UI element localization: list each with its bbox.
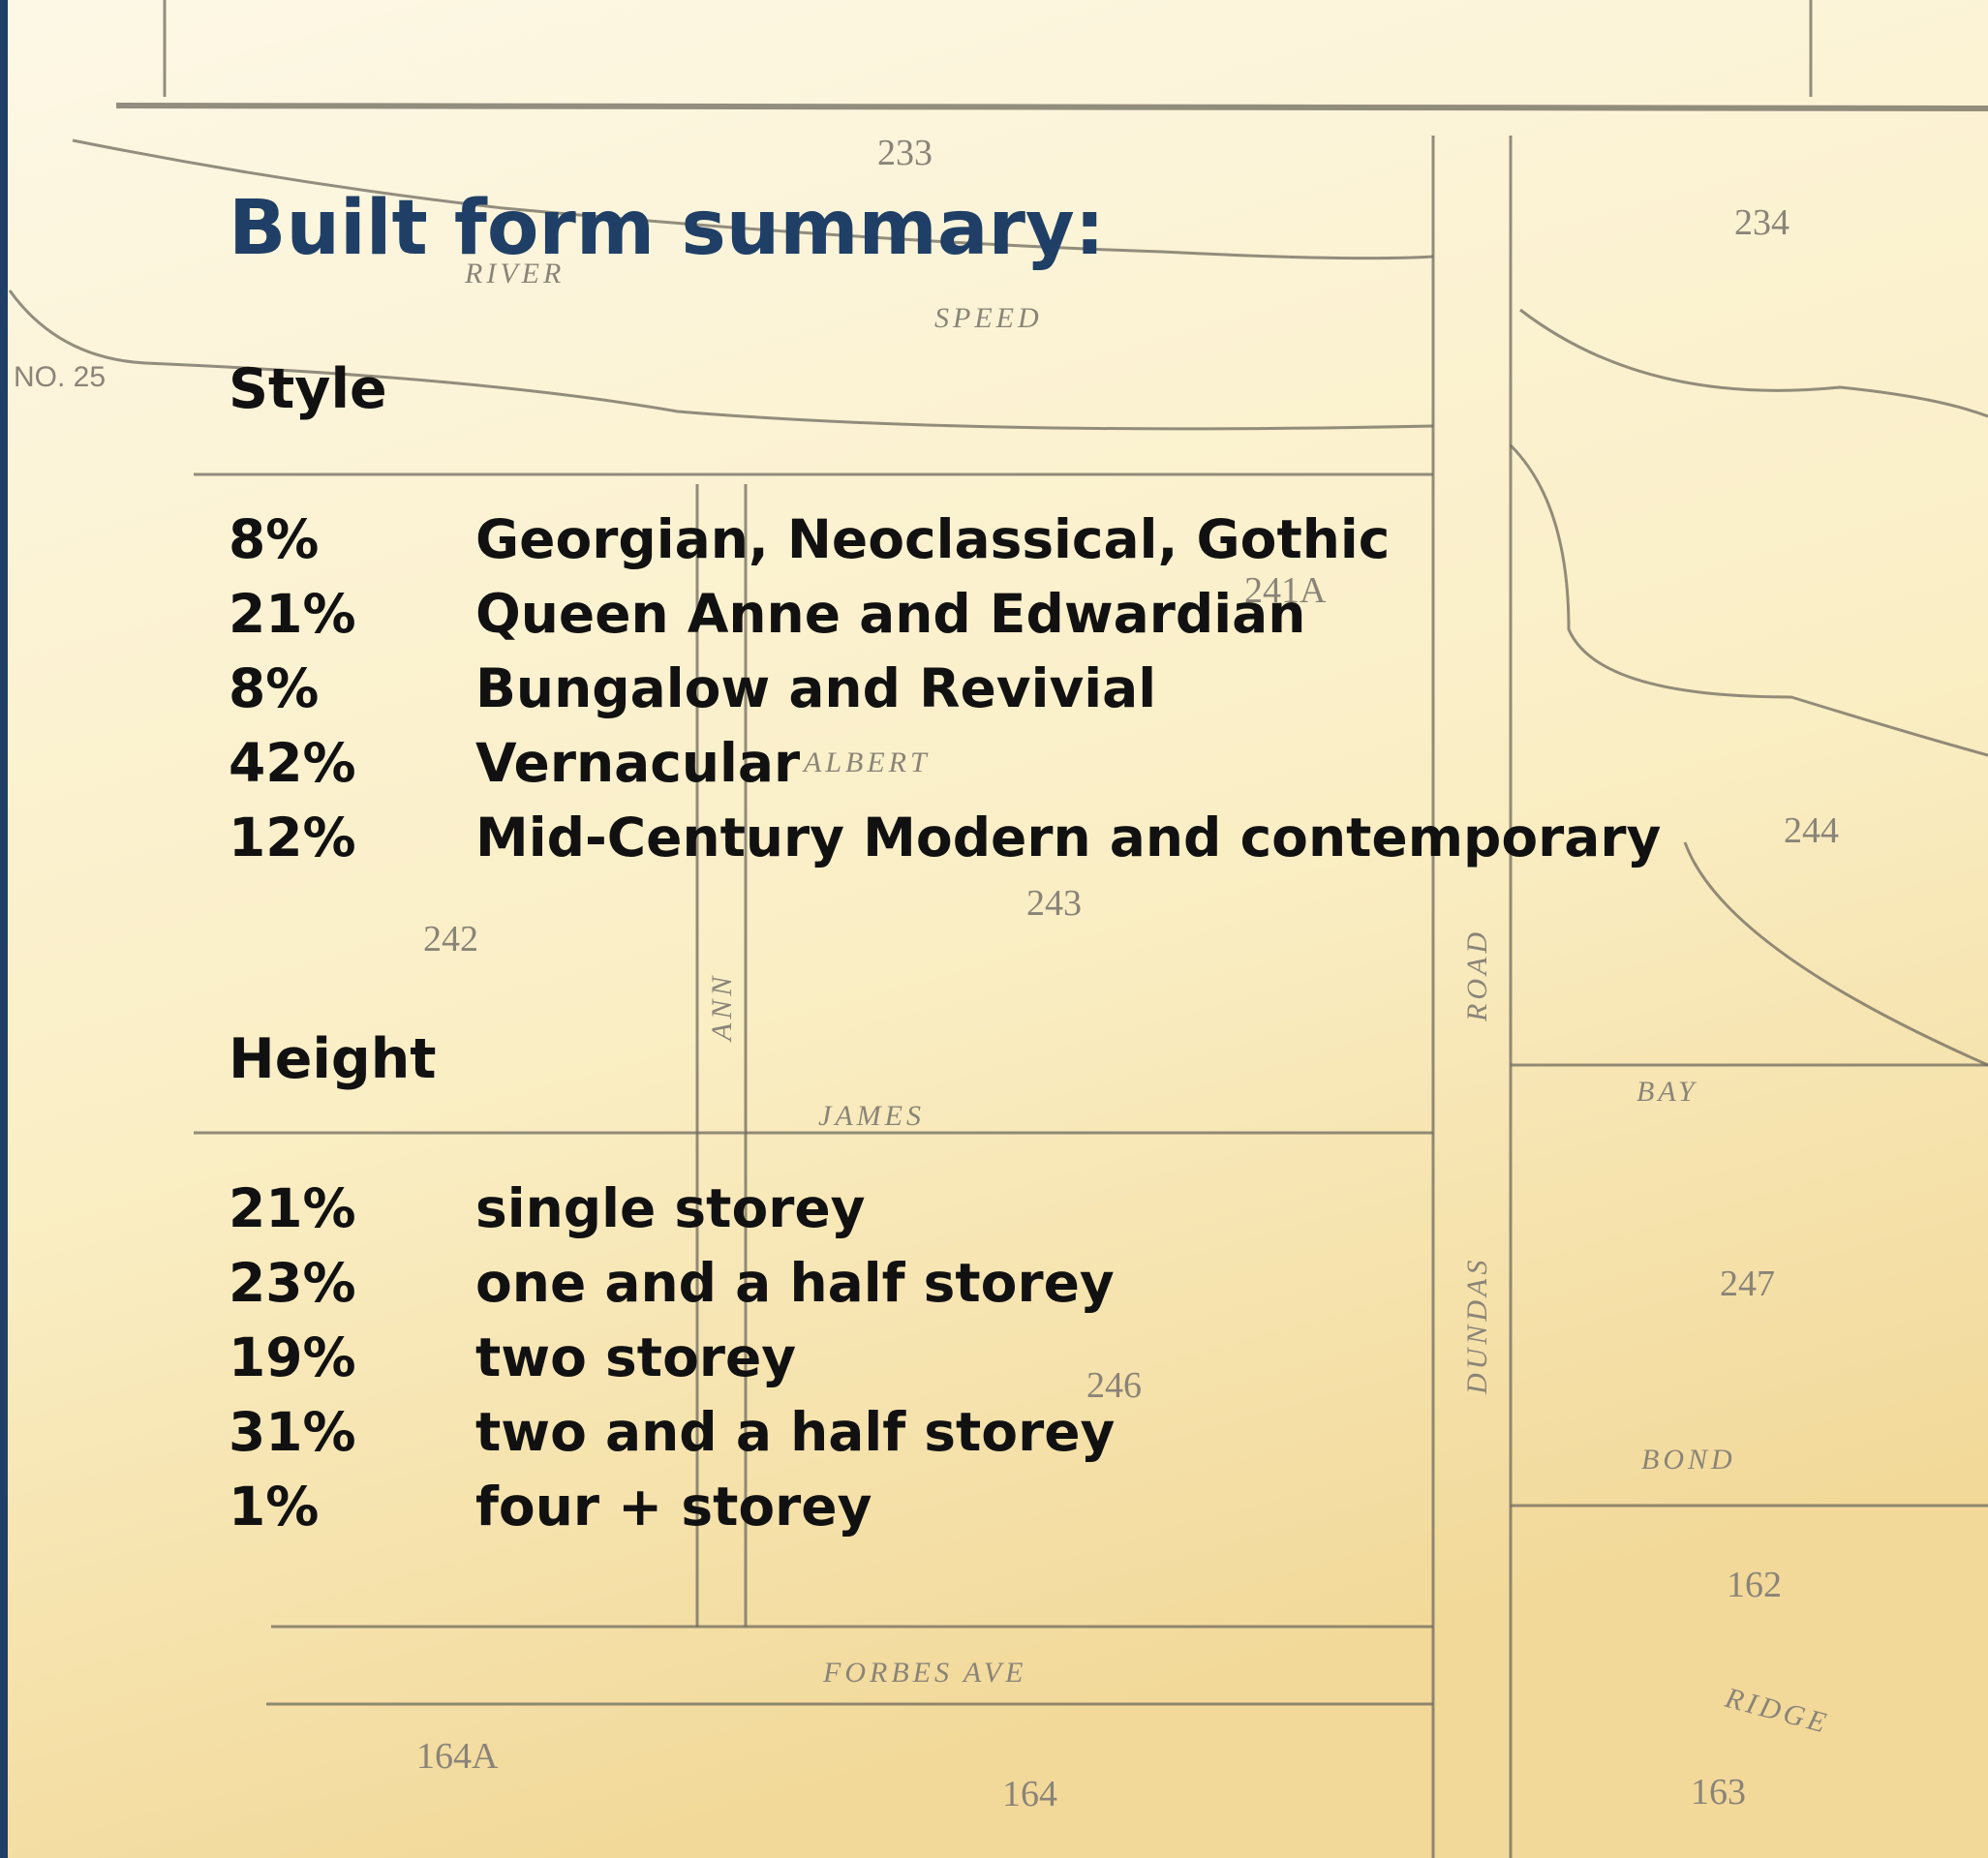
row-percent: 42% <box>229 732 356 794</box>
map-label: 233 <box>877 133 933 173</box>
map-label: NO. 25 <box>14 361 106 393</box>
row-label: Queen Anne and Edwardian <box>475 583 1305 645</box>
map-label: 243 <box>1026 883 1082 924</box>
map-label: 164 <box>1002 1774 1057 1814</box>
map-label: JAMES <box>818 1100 925 1132</box>
map-label: ROAD <box>1461 929 1493 1022</box>
map-label: FORBES AVE <box>822 1657 1026 1689</box>
map-label: BOND <box>1641 1444 1736 1476</box>
row-label: Bungalow and Revivial <box>475 657 1156 719</box>
row-percent: 8% <box>229 508 319 570</box>
map-label: BAY <box>1636 1076 1698 1108</box>
row-label: single storey <box>475 1177 866 1239</box>
map-label: 247 <box>1720 1264 1775 1304</box>
row-label: Mid-Century Modern and contemporary <box>475 807 1661 868</box>
map-label: 246 <box>1086 1365 1142 1406</box>
map-label: RIVER <box>464 258 565 289</box>
row-label: Vernacular <box>475 732 800 794</box>
row-label: one and a half storey <box>475 1252 1115 1314</box>
row-label: four + storey <box>475 1476 872 1538</box>
map-label: 162 <box>1727 1565 1782 1605</box>
title: Built form summary: <box>229 185 1105 272</box>
section-heading: Style <box>229 357 387 421</box>
row-percent: 23% <box>229 1252 356 1314</box>
row-percent: 31% <box>229 1401 356 1463</box>
row-percent: 12% <box>229 807 356 868</box>
map: 233 234 NO. 25 RIVER SPEED 241A 242 243 … <box>8 0 1988 1858</box>
row-label: two and a half storey <box>475 1401 1115 1463</box>
map-label: 234 <box>1734 202 1789 243</box>
row-percent: 8% <box>229 657 319 719</box>
summary: Built form summary: Style 8% Georgian, Neo… <box>229 185 1661 1538</box>
map-label: 241A <box>1244 570 1327 611</box>
map-label: DUNDAS <box>1461 1257 1493 1395</box>
map-label: 244 <box>1784 810 1839 851</box>
river-bank <box>1519 308 1988 418</box>
row-percent: 21% <box>229 583 356 645</box>
row-percent: 21% <box>229 1177 356 1239</box>
row-percent: 19% <box>229 1326 356 1388</box>
section-heading: Height <box>229 1027 437 1091</box>
map-label: ALBERT <box>802 746 931 778</box>
map-label: ANN <box>706 973 738 1043</box>
row-percent: 1% <box>229 1476 319 1538</box>
river-bank <box>1509 443 1988 757</box>
map-label: SPEED <box>934 302 1043 334</box>
row-label: two storey <box>475 1326 796 1388</box>
map-line <box>115 103 1988 111</box>
map-label: 242 <box>423 919 478 959</box>
map-label: 164A <box>416 1736 499 1777</box>
river-bank <box>72 138 1434 260</box>
row-label: Georgian, Neoclassical, Gothic <box>475 508 1390 570</box>
map-label: 163 <box>1691 1772 1746 1812</box>
left-bar <box>0 0 8 1858</box>
road-edge <box>1683 841 1988 1067</box>
river-bank <box>8 289 1434 431</box>
